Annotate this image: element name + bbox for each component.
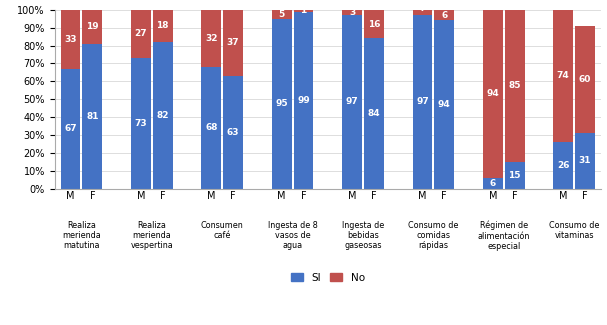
Bar [131,58,151,188]
Bar [83,44,103,188]
Text: Realiza
merienda
vespertina: Realiza merienda vespertina [131,221,173,251]
Bar [342,15,362,188]
Text: 94: 94 [438,100,450,109]
Text: 99: 99 [297,96,310,105]
Text: 73: 73 [135,119,147,128]
Text: 97: 97 [345,97,358,106]
Text: 60: 60 [579,75,591,84]
Bar [223,10,243,76]
Text: 33: 33 [64,35,76,44]
Bar [575,26,595,133]
Bar [61,69,80,188]
Text: 82: 82 [157,111,169,120]
Text: 15: 15 [509,171,521,180]
Bar [435,20,454,188]
Bar [272,19,291,188]
Text: 94: 94 [486,89,499,98]
Bar [153,10,172,42]
Bar [364,10,384,38]
Text: 81: 81 [86,111,98,121]
Text: Consumo de
vitaminas: Consumo de vitaminas [549,221,599,240]
Text: 84: 84 [368,109,380,118]
Bar [272,10,291,19]
Text: 1: 1 [300,6,307,15]
Bar [483,178,503,188]
Text: Régimen de
alimentación
especial: Régimen de alimentación especial [478,221,530,251]
Text: 6: 6 [441,11,447,20]
Text: 63: 63 [227,128,239,137]
Text: 18: 18 [157,21,169,30]
Bar [202,10,221,67]
Text: 37: 37 [227,38,240,47]
Bar [83,10,103,44]
Text: 85: 85 [509,81,521,90]
Text: 19: 19 [86,22,99,31]
Text: 95: 95 [276,99,288,108]
Text: 6: 6 [490,179,496,188]
Bar [294,10,313,12]
Bar [413,15,432,188]
Bar [553,10,573,142]
Bar [153,42,172,188]
Bar [435,10,454,20]
Text: Ingesta de 8
vasos de
agua: Ingesta de 8 vasos de agua [268,221,317,251]
Bar [131,10,151,58]
Text: 26: 26 [557,161,569,170]
Text: 7: 7 [419,4,426,13]
Text: Consumen
café: Consumen café [201,221,243,240]
Bar [483,10,503,178]
Bar [364,38,384,188]
Bar [553,142,573,188]
Legend: SI, No: SI, No [287,269,369,287]
Bar [294,12,313,188]
Text: 67: 67 [64,124,77,133]
Bar [61,10,80,69]
Bar [223,76,243,188]
Text: Consumo de
comidas
rápidas: Consumo de comidas rápidas [408,221,458,251]
Bar [413,3,432,15]
Text: 3: 3 [349,8,355,17]
Text: Realiza
merienda
matutina: Realiza merienda matutina [62,221,101,251]
Text: 74: 74 [557,72,569,80]
Bar [505,162,524,188]
Text: Ingesta de
bebidas
gaseosas: Ingesta de bebidas gaseosas [342,221,384,251]
Bar [342,10,362,15]
Text: 31: 31 [579,156,591,165]
Text: 32: 32 [205,34,217,43]
Bar [505,10,524,162]
Bar [575,133,595,188]
Text: 5: 5 [279,10,285,19]
Bar [202,67,221,188]
Text: 16: 16 [368,20,380,29]
Text: 27: 27 [135,29,147,38]
Text: 68: 68 [205,123,217,132]
Text: 97: 97 [416,97,429,106]
